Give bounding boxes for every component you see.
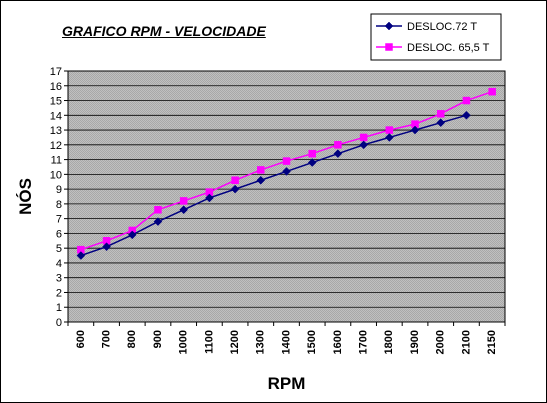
data-point [76, 251, 86, 260]
y-axis-label: NÓS [16, 178, 35, 215]
data-point [410, 125, 420, 135]
x-tick-label: 600 [75, 330, 87, 348]
data-point [334, 141, 342, 149]
x-axis-label: RPM [268, 374, 306, 393]
y-tick-label: 12 [50, 140, 62, 152]
legend-item: DESLOC.72 T [376, 21, 477, 33]
series-line [80, 114, 467, 257]
data-point [462, 110, 471, 120]
data-point [436, 110, 445, 118]
y-tick-label: 6 [56, 228, 62, 240]
y-tick-label: 9 [56, 184, 62, 196]
series-1 [76, 110, 471, 260]
data-point [282, 157, 291, 165]
data-point [257, 166, 265, 174]
data-point [359, 133, 368, 142]
y-tick-label: 11 [51, 155, 62, 167]
x-tick-label: 1100 [203, 330, 215, 354]
y-tick-label: 5 [56, 243, 62, 255]
y-tick-label: 14 [50, 110, 62, 122]
x-tick-label: 900 [152, 330, 164, 348]
legend-label: DESLOC. 65,5 T [407, 42, 490, 54]
x-tick-label: 1400 [280, 330, 292, 354]
plot-border [67, 70, 506, 323]
data-point [127, 230, 137, 240]
data-point [102, 242, 111, 252]
data-point [256, 175, 266, 185]
data-point [205, 193, 214, 203]
y-tick-label: 4 [56, 258, 62, 270]
y-tick-label: 17 [50, 66, 62, 78]
x-tick-label: 1200 [229, 330, 241, 354]
legend-item: DESLOC. 65,5 T [376, 42, 490, 54]
data-point [307, 158, 317, 167]
y-tick-label: 1 [56, 302, 62, 314]
data-point [488, 87, 496, 96]
data-point [384, 133, 394, 142]
y-tick-label: 16 [50, 81, 62, 93]
data-point [359, 140, 368, 150]
legend-label: DESLOC.72 T [407, 21, 477, 33]
data-point [154, 206, 162, 214]
x-tick-label: 1700 [358, 330, 370, 354]
data-point [385, 126, 394, 134]
data-point [153, 217, 163, 226]
series-2 [77, 87, 496, 254]
x-tick-label: 1300 [255, 330, 267, 354]
x-tick-label: 1000 [178, 330, 190, 354]
y-tick-label: 15 [50, 96, 62, 108]
legend-marker [385, 43, 393, 51]
plot-area [68, 71, 505, 322]
y-tick-label: 0 [56, 317, 62, 329]
legend-marker [384, 21, 394, 31]
y-tick-label: 7 [56, 214, 62, 226]
x-tick-label: 2100 [460, 330, 472, 354]
data-point [308, 149, 316, 158]
data-point [230, 184, 240, 194]
legend-box [370, 13, 502, 61]
legend: DESLOC.72 T DESLOC. 65,5 T [370, 13, 502, 61]
x-tick-label: 1600 [332, 330, 344, 354]
x-tick-label: 1500 [306, 330, 318, 354]
x-tick-label: 700 [100, 330, 112, 348]
data-point [333, 149, 343, 159]
data-point [436, 118, 446, 128]
data-point [462, 96, 471, 105]
x-tick-label: 2150 [486, 330, 498, 354]
data-point [231, 176, 239, 185]
data-point [179, 197, 188, 205]
data-point [282, 167, 291, 176]
data-point [179, 205, 189, 215]
y-tick-label: 13 [50, 125, 62, 137]
chart-title: GRAFICO RPM - VELOCIDADE [62, 23, 266, 39]
y-tick-label: 10 [50, 169, 62, 181]
y-tick-label: 8 [56, 199, 62, 211]
y-tick-label: 3 [56, 273, 62, 285]
x-tick-label: 2000 [435, 330, 447, 354]
y-tick-label: 2 [56, 287, 62, 299]
x-tick-label: 800 [126, 330, 138, 348]
x-tick-label: 1900 [409, 330, 421, 354]
x-tick-label: 1800 [383, 330, 395, 354]
